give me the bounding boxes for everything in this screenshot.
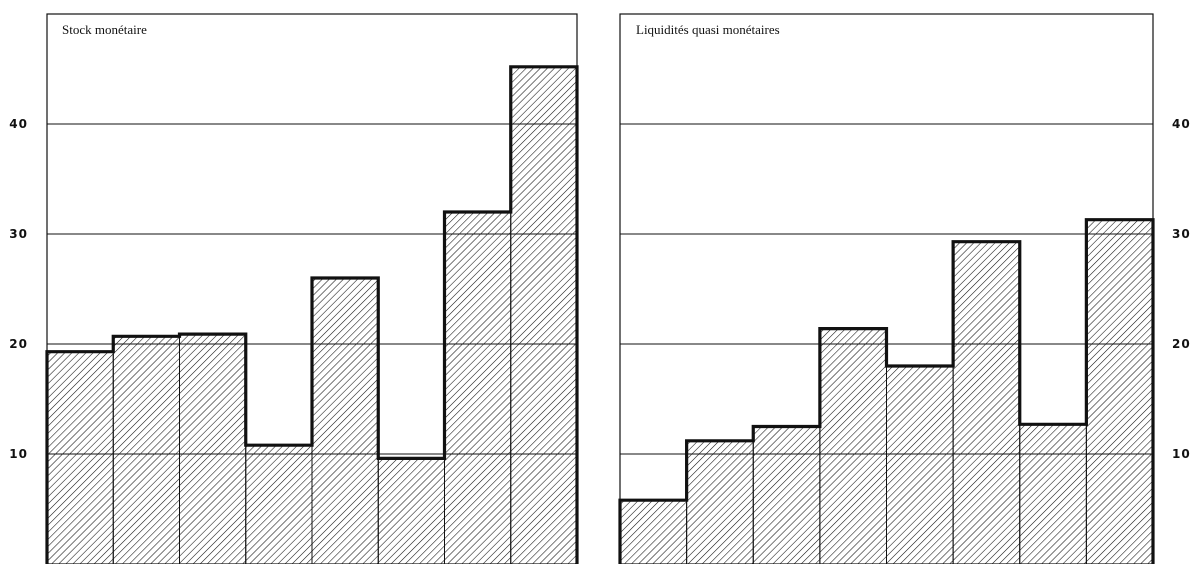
y-tick-label: 20 <box>1172 337 1191 351</box>
y-tick-label: 10 <box>9 447 28 461</box>
y-tick-label: 30 <box>9 227 28 241</box>
bar <box>179 333 247 564</box>
bar <box>46 351 114 564</box>
bar <box>510 66 578 564</box>
bar <box>752 426 821 564</box>
bar <box>444 211 512 564</box>
bar <box>819 328 887 564</box>
y-tick-label: 20 <box>9 337 28 351</box>
bar <box>686 440 754 564</box>
bar <box>377 457 445 564</box>
bar <box>245 444 313 564</box>
bar <box>1085 219 1154 564</box>
bar-outline <box>618 218 1155 564</box>
panel-liquidites-quasi-monetaires: Liquidités quasi monétaires 10 20 30 40 <box>618 13 1191 564</box>
bar <box>112 335 180 564</box>
y-tick-label: 40 <box>1172 117 1191 131</box>
y-tick-label: 40 <box>9 117 28 131</box>
bar <box>311 277 379 564</box>
bar <box>1019 423 1087 564</box>
y-tick-label: 10 <box>1172 447 1191 461</box>
panel-title: Liquidités quasi monétaires <box>636 22 780 37</box>
panel-stock-monetaire: Stock monétaire 10 20 30 40 <box>9 13 579 564</box>
bar <box>952 241 1021 564</box>
bar <box>619 499 688 564</box>
y-tick-label: 30 <box>1172 227 1191 241</box>
bar-outline <box>45 65 579 564</box>
panel-title: Stock monétaire <box>62 22 147 37</box>
bar <box>886 365 954 564</box>
